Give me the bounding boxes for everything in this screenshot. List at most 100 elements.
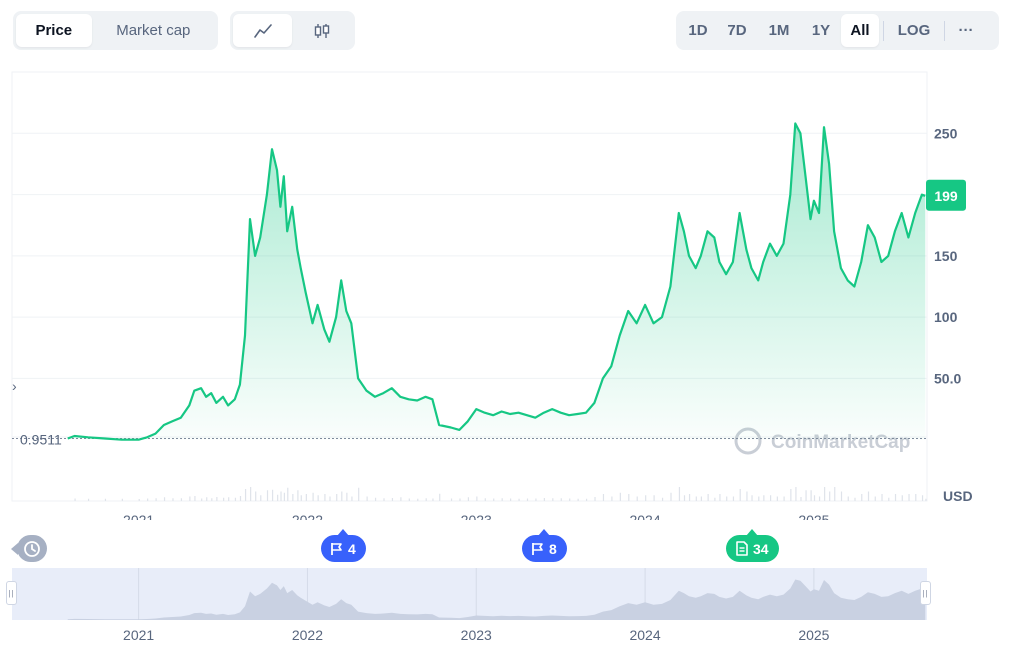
volume-bar	[234, 497, 237, 501]
volume-bar	[147, 498, 149, 501]
range-1m[interactable]: 1M	[768, 22, 790, 39]
volume-bar	[783, 496, 785, 501]
volume-bar	[180, 498, 183, 501]
time-range-toggle: 1D 7D 1M 1Y All LOG ···	[676, 11, 999, 50]
event-count: 8	[549, 540, 557, 557]
volume-bar	[552, 498, 554, 501]
plot-frame	[11, 71, 928, 502]
candlestick-chart-button[interactable]	[292, 14, 351, 47]
y-tick-label: 150	[934, 248, 958, 264]
volume-bar	[250, 487, 252, 501]
navigator-right-handle[interactable]: ||	[920, 581, 931, 605]
volume-bar	[726, 496, 728, 501]
volume-bar	[408, 498, 410, 501]
volume-bar	[425, 498, 427, 501]
more-options-button[interactable]: ···	[958, 22, 974, 39]
current-price-tag: 199	[926, 179, 966, 211]
volume-bar	[400, 497, 402, 501]
volume-bar	[280, 491, 282, 501]
volume-bar	[121, 498, 123, 501]
volume-bar	[526, 498, 529, 501]
volume-bar	[87, 498, 90, 501]
volume-bar	[628, 494, 630, 501]
navigator-axis-labels: 2021 2022 2023 2024 2025	[123, 627, 830, 643]
volume-bar	[244, 489, 247, 501]
volume-bar	[695, 496, 697, 501]
range-7d[interactable]: 7D	[727, 22, 747, 39]
volume-bar	[450, 498, 453, 501]
line-chart-button[interactable]	[233, 14, 292, 47]
tab-price[interactable]: Price	[16, 14, 92, 47]
volume-bar	[417, 498, 419, 501]
volume-bar	[800, 497, 802, 501]
navigator-left-handle[interactable]: ||	[6, 581, 17, 605]
volume-bar	[194, 496, 196, 501]
range-all[interactable]: All	[841, 14, 879, 47]
volume-bar	[602, 494, 605, 501]
volume-bar	[260, 495, 262, 501]
range-1d[interactable]: 1D	[688, 22, 708, 39]
range-1y[interactable]: 1Y	[811, 22, 831, 39]
volume-bar	[172, 498, 174, 501]
log-scale-button[interactable]: LOG	[897, 22, 931, 39]
y-tick-label: 250	[934, 125, 958, 141]
event-badge-flag-4[interactable]: 4	[321, 529, 366, 562]
volume-bar	[894, 494, 897, 501]
volume-bar	[834, 487, 836, 501]
range-navigator[interactable]: 2021 2022 2023 2024 2025	[0, 566, 1009, 654]
volume-bar	[818, 496, 821, 501]
volume-bar	[881, 494, 883, 501]
y-tick-label: 100	[934, 309, 958, 325]
volume-bar	[763, 495, 765, 501]
history-clock-icon	[24, 540, 40, 557]
volume-bar	[719, 494, 721, 501]
x-tick-label: 2022	[292, 512, 323, 520]
event-badge-document-34[interactable]: 34	[726, 529, 779, 562]
volume-bar	[510, 498, 512, 501]
volume-bar	[351, 496, 353, 501]
y-axis-labels: 250 150 100 50.0	[934, 125, 961, 386]
volume-bar	[374, 497, 377, 501]
volume-bar	[813, 495, 816, 501]
navigator-tick-label: 2022	[292, 627, 323, 643]
volume-bar	[239, 496, 242, 501]
volume-bar	[383, 498, 385, 501]
navigator-tick-label: 2025	[798, 627, 829, 643]
volume-bar	[297, 490, 299, 501]
price-area	[67, 123, 926, 440]
volume-bar	[854, 497, 856, 501]
volume-bar	[874, 496, 876, 501]
event-count: 4	[348, 540, 356, 557]
volume-bar	[619, 492, 621, 501]
volume-bar	[366, 496, 368, 501]
volume-bar	[292, 494, 294, 501]
chart-toolbar: Price Market cap 1D 7D 1M 1Y All LOG ···	[0, 11, 1009, 51]
volume-bar	[925, 498, 927, 501]
chart-style-toggle	[230, 11, 355, 50]
current-price-label: 199	[934, 188, 958, 204]
volume-bar	[847, 496, 849, 501]
volume-bar	[805, 490, 807, 501]
volume-bar	[287, 487, 289, 501]
event-badge-flag-8[interactable]: 8	[522, 529, 567, 562]
tab-market-cap[interactable]: Market cap	[116, 22, 191, 39]
volume-bar	[266, 490, 269, 501]
volume-bar	[758, 496, 760, 501]
volume-bar	[206, 497, 208, 501]
volume-bar	[283, 492, 285, 501]
volume-bar	[163, 497, 166, 501]
volume-bar	[439, 493, 441, 501]
x-tick-label: 2023	[461, 512, 492, 520]
volume-bar	[585, 498, 588, 501]
history-button[interactable]	[11, 535, 47, 562]
volume-bar	[569, 498, 571, 501]
volume-bar	[535, 498, 537, 501]
range-divider	[883, 20, 884, 41]
volume-bar	[829, 491, 831, 501]
volume-bar	[688, 494, 691, 501]
volume-bar	[324, 494, 326, 501]
line-chart-icon	[253, 23, 272, 38]
volume-bar	[683, 495, 686, 501]
volume-bar	[346, 492, 348, 501]
